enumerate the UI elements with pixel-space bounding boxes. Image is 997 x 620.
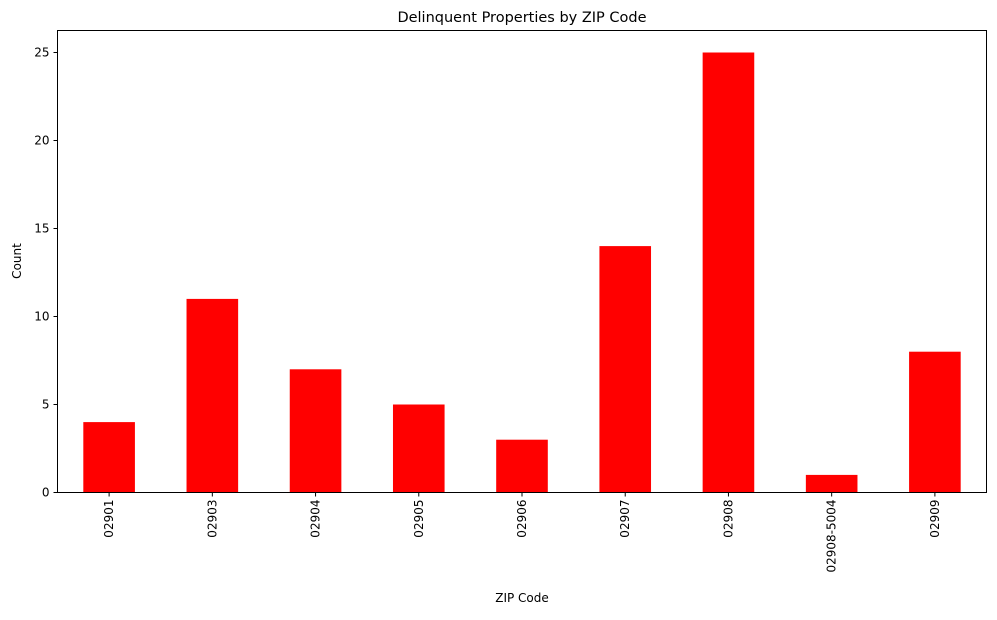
y-tick-label: 25 xyxy=(34,46,49,60)
bar-02906 xyxy=(496,439,548,493)
x-axis: 02901 02903 02904 02905 02906 02907 02908 02908… xyxy=(102,492,942,573)
x-tick-label: 02904 xyxy=(309,500,323,538)
bar-02905 xyxy=(392,404,445,493)
x-tick-label: 02906 xyxy=(515,500,529,538)
y-tick-label: 15 xyxy=(34,222,49,236)
y-tick-label: 0 xyxy=(42,486,50,500)
y-axis: 0 5 10 15 20 25 xyxy=(34,46,58,500)
x-tick-label: 02908 xyxy=(721,500,735,538)
x-axis-label: ZIP Code xyxy=(495,591,549,605)
bars-layer xyxy=(83,52,961,493)
x-tick-label: 02901 xyxy=(102,500,116,538)
x-tick-label: 02908-5004 xyxy=(825,500,839,573)
x-tick-label: 02907 xyxy=(618,500,632,538)
x-tick-label: 02909 xyxy=(928,500,942,538)
bar-02904 xyxy=(289,369,342,493)
y-axis-label: Count xyxy=(10,243,24,279)
y-tick-label: 20 xyxy=(34,134,49,148)
x-tick-label: 02903 xyxy=(205,500,219,538)
y-tick-label: 10 xyxy=(34,310,49,324)
bar-02908 xyxy=(702,52,755,493)
bar-02903 xyxy=(186,298,239,493)
plot-frame xyxy=(57,30,987,493)
bar-02907 xyxy=(599,246,652,493)
x-tick-label: 02905 xyxy=(412,500,426,538)
y-tick-label: 5 xyxy=(42,398,50,412)
bar-02901 xyxy=(83,422,135,493)
bar-02908-5004 xyxy=(805,474,858,493)
chart-title: Delinquent Properties by ZIP Code xyxy=(397,10,646,26)
bar-02909 xyxy=(909,351,961,493)
